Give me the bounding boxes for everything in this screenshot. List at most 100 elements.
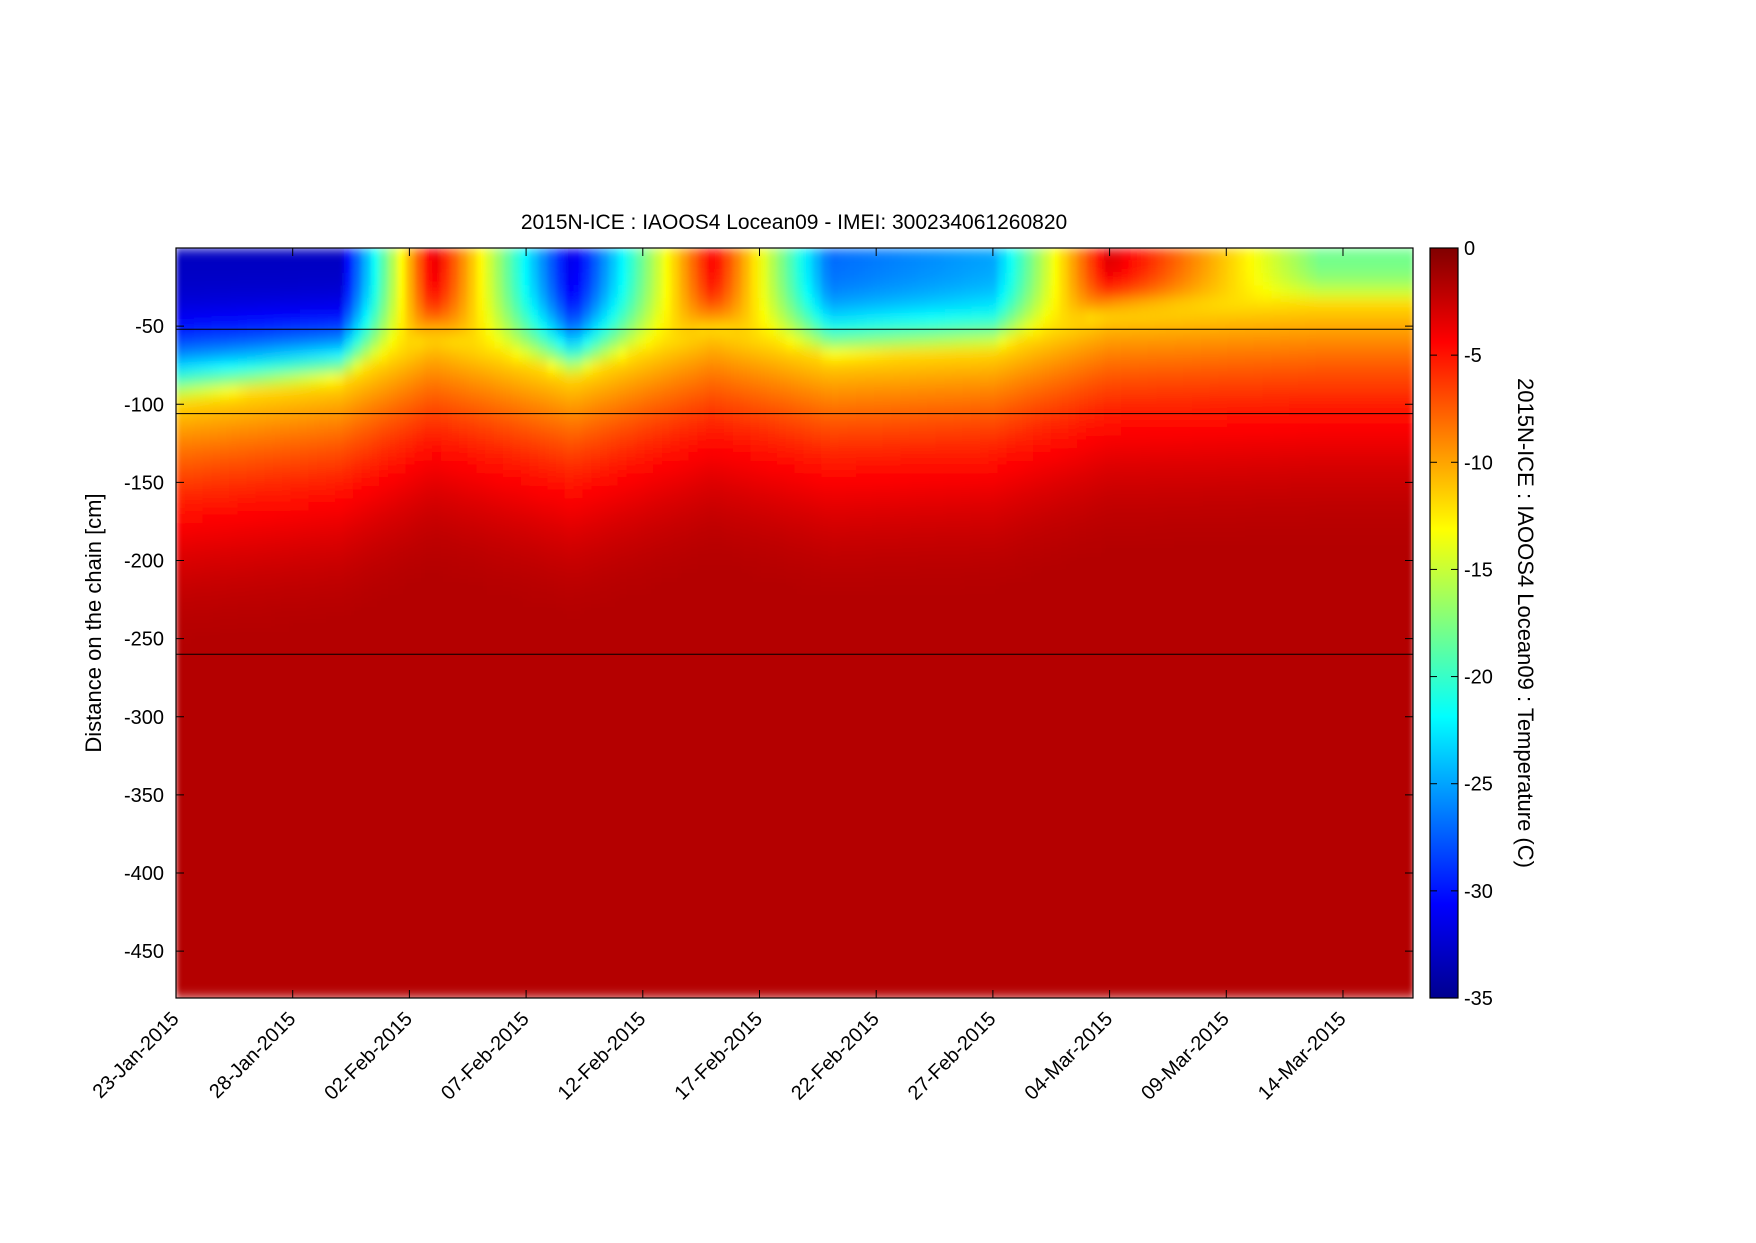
heatmap-cell — [865, 635, 875, 649]
heatmap-cell — [1209, 598, 1220, 612]
heatmap-cell — [343, 673, 354, 687]
heatmap-cell — [1156, 435, 1167, 449]
heatmap-cell — [776, 685, 787, 699]
heatmap-cell — [573, 598, 584, 612]
heatmap-cell — [1377, 548, 1388, 562]
heatmap-cell — [670, 335, 681, 349]
heatmap-cell — [962, 498, 973, 512]
heatmap-cell — [308, 635, 319, 649]
heatmap-cell — [776, 273, 787, 287]
heatmap-cell — [538, 398, 548, 412]
heatmap-cell — [856, 560, 866, 574]
heatmap-cell — [608, 423, 619, 437]
heatmap-cell — [423, 298, 434, 312]
heatmap-cell — [184, 285, 195, 299]
heatmap-cell — [1324, 398, 1335, 412]
heatmap-cell — [246, 335, 257, 349]
heatmap-cell — [1086, 248, 1096, 262]
heatmap-cell — [644, 448, 654, 462]
heatmap-cell — [1271, 473, 1282, 487]
heatmap-cell — [1015, 448, 1026, 462]
heatmap-cell — [1006, 285, 1017, 299]
heatmap-cell — [502, 423, 513, 437]
heatmap-cell — [352, 273, 363, 287]
heatmap-cell — [211, 535, 221, 549]
heatmap-cell — [706, 623, 716, 637]
heatmap-cell — [458, 460, 469, 474]
heatmap-cell — [644, 285, 654, 299]
heatmap-cell — [564, 410, 575, 424]
heatmap-cell — [220, 573, 230, 587]
heatmap-cell — [688, 435, 699, 449]
heatmap-cell — [343, 285, 354, 299]
heatmap-cell — [335, 385, 345, 399]
heatmap-cell — [608, 585, 619, 599]
heatmap-cell — [1068, 548, 1079, 562]
heatmap-cell — [582, 398, 593, 412]
heatmap-cell — [688, 610, 699, 624]
heatmap-cell — [679, 573, 690, 587]
heatmap-cell — [608, 448, 619, 462]
heatmap-cell — [714, 298, 725, 312]
heatmap-cell — [935, 310, 946, 324]
heatmap-cell — [812, 635, 822, 649]
heatmap-cell — [1404, 635, 1413, 649]
heatmap-cell — [1271, 260, 1282, 274]
heatmap-cell — [670, 248, 681, 262]
heatmap-cell — [1324, 598, 1335, 612]
heatmap-cell — [600, 373, 610, 387]
heatmap-cell — [723, 560, 734, 574]
heatmap-cell — [653, 273, 663, 287]
heatmap-cell — [803, 573, 813, 587]
heatmap-cell — [396, 423, 407, 437]
heatmap-cell — [997, 498, 1008, 512]
heatmap-cell — [617, 523, 628, 537]
heatmap-cell — [326, 448, 336, 462]
heatmap-cell — [865, 335, 875, 349]
heatmap-cell — [1245, 448, 1255, 462]
heatmap-cell — [317, 498, 328, 512]
heatmap-cell — [714, 248, 725, 262]
heatmap-cell — [909, 635, 919, 649]
heatmap-cell — [1024, 423, 1034, 437]
heatmap-cell — [767, 348, 778, 362]
heatmap-cell — [467, 385, 478, 399]
heatmap-cell — [1359, 610, 1370, 624]
heatmap-cell — [1103, 285, 1114, 299]
heatmap-cell — [467, 248, 478, 262]
heatmap-cell — [220, 410, 230, 424]
heatmap-cell — [600, 285, 610, 299]
heatmap-cell — [1192, 660, 1202, 674]
heatmap-cell — [918, 460, 928, 474]
heatmap-cell — [1289, 248, 1299, 262]
heatmap-cell — [1209, 523, 1220, 537]
heatmap-cell — [220, 348, 230, 362]
heatmap-cell — [573, 435, 584, 449]
heatmap-cell — [264, 523, 274, 537]
heatmap-cell — [1147, 335, 1158, 349]
heatmap-cell — [202, 398, 213, 412]
heatmap-cell — [1103, 348, 1114, 362]
heatmap-cell — [370, 398, 381, 412]
heatmap-cell — [679, 523, 690, 537]
heatmap-cell — [193, 498, 204, 512]
heatmap-cell — [1280, 310, 1291, 324]
heatmap-cell — [255, 398, 266, 412]
heatmap-cell — [441, 548, 451, 562]
heatmap-cell — [1315, 310, 1326, 324]
heatmap-cell — [944, 373, 955, 387]
heatmap-cell — [379, 498, 389, 512]
heatmap-cell — [1165, 673, 1176, 687]
heatmap-cell — [1253, 573, 1264, 587]
heatmap-cell — [882, 385, 893, 399]
heatmap-cell — [458, 373, 469, 387]
heatmap-cell — [935, 410, 946, 424]
heatmap-cell — [706, 510, 716, 524]
heatmap-cell — [573, 473, 584, 487]
heatmap-cell — [202, 348, 213, 362]
heatmap-cell — [184, 685, 195, 699]
heatmap-cell — [449, 685, 460, 699]
heatmap-cell — [1236, 285, 1246, 299]
heatmap-cell — [980, 423, 990, 437]
heatmap-cell — [1006, 398, 1017, 412]
